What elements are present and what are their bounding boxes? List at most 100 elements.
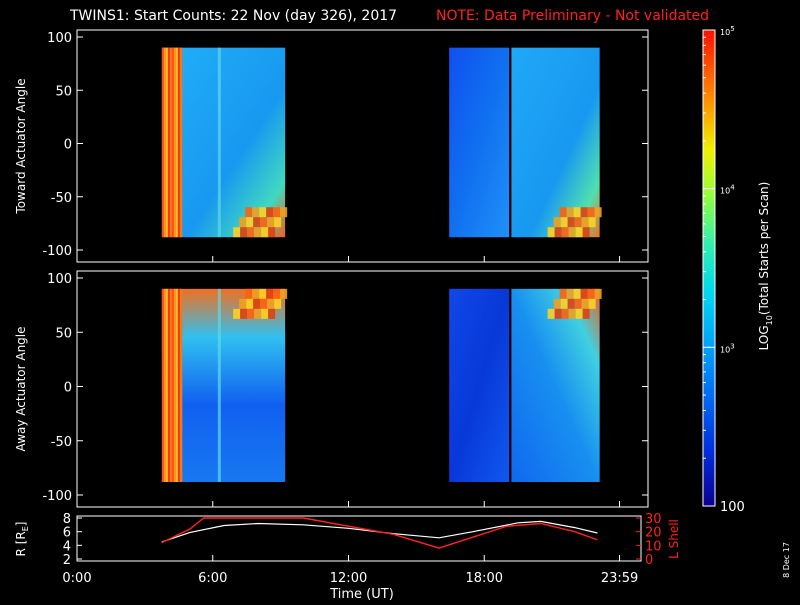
ytick-label: -50 [51, 191, 72, 206]
ytick-label: 100 [47, 272, 72, 287]
heatmap-hot-cell [566, 207, 574, 218]
ytick-label: -100 [42, 489, 72, 504]
heatmap-hot-cell [260, 298, 268, 309]
heatmap-hot-cell [268, 308, 276, 319]
heatmap-hot-cell [280, 207, 288, 218]
heatmap-hot-cell [568, 308, 576, 319]
panel-away-frame [76, 270, 649, 508]
heatmap-hot-cell [587, 288, 595, 299]
orbit-right-tick-label: 20 [645, 526, 662, 541]
colorbar-ticks: 105 104 103 100 [703, 25, 745, 515]
heatmap-hot-cell [547, 227, 555, 238]
heatmap-streak [217, 288, 221, 482]
heatmap-hot-cell [588, 217, 596, 228]
heatmap-hot-cell [580, 207, 588, 218]
heatmap-hot-cell [573, 207, 581, 218]
colorbar-gradient [702, 29, 716, 507]
heatmap-stripe [179, 47, 183, 238]
heatmap-hot-cell [559, 207, 567, 218]
heatmap-hot-cell [554, 227, 562, 238]
heatmap-stripe [173, 288, 177, 482]
heatmap-stripe [163, 288, 167, 482]
ytick-label: 100 [47, 31, 72, 46]
heatmap-stripe [175, 47, 179, 238]
l-shell-line [161, 517, 598, 549]
heatmap-hot-cell [580, 288, 588, 299]
colorbar-label: LOG10(Total Starts per Scan) [757, 182, 774, 351]
ytick-label: 0 [64, 381, 72, 396]
heatmap-hot-cell [274, 217, 282, 228]
ytick-label: 50 [55, 326, 72, 341]
orbit-right-tick-label: 0 [645, 553, 653, 568]
panel-toward-heatmap [161, 47, 602, 238]
heatmap-hot-cell [239, 298, 247, 309]
ytick-label: 50 [55, 84, 72, 99]
heatmap-segment [161, 288, 286, 482]
heatmap-hot-cell [561, 308, 569, 319]
heatmap-stripe [165, 47, 169, 238]
preliminary-note: NOTE: Data Preliminary - Not validated [436, 8, 709, 24]
heatmap-stripe [161, 47, 165, 238]
heatmap-hot-cell [233, 308, 241, 319]
heatmap-hot-cell [247, 308, 255, 319]
orbit-right-label: L Shell [667, 519, 681, 559]
heatmap-hot-cell [266, 207, 274, 218]
heatmap-hot-cell [268, 227, 276, 238]
heatmap-hot-cell [254, 308, 262, 319]
colorbar-tick-label: 103 [720, 342, 735, 354]
heatmap-stripe [167, 47, 171, 238]
panel-toward: Toward Actuator Angle 100 50 0 -50 -100 [14, 29, 649, 263]
heatmap-stripe [177, 288, 181, 482]
panel-toward-ylabel: Toward Actuator Angle [14, 78, 28, 214]
heatmap-hot-cell [560, 298, 568, 309]
heatmap-hot-cell [553, 217, 561, 228]
panel-away-ylabel: Away Actuator Angle [14, 326, 28, 451]
heatmap-stripe [171, 47, 175, 238]
xtick-label: 6:00 [198, 571, 227, 586]
heatmap-stripe [177, 47, 181, 238]
heatmap-hot-cell [274, 298, 282, 309]
xtick-label: 23:59 [601, 571, 638, 586]
heatmap-hot-cell [245, 207, 253, 218]
panel-away: Away Actuator Angle 100 50 0 -50 -100 [14, 270, 649, 508]
heatmap-hot-cell [559, 288, 567, 299]
heatmap-hot-cell [254, 227, 262, 238]
heatmap-hot-cell [582, 227, 590, 238]
heatmap-segment [511, 288, 600, 482]
heatmap-hot-cell [246, 298, 254, 309]
heatmap-hot-cell [266, 288, 274, 299]
heatmap-hot-cell [253, 217, 261, 228]
heatmap-hot-cell [581, 217, 589, 228]
heatmap-stripe [169, 288, 173, 482]
figure-title: TWINS1: Start Counts: 22 Nov (day 326), … [69, 8, 397, 24]
orbit-left-tick-label: 4 [63, 539, 71, 554]
ytick-label: -100 [42, 244, 72, 259]
heatmap-stripe [165, 288, 169, 482]
heatmap-segment [511, 47, 600, 238]
ytick-label: -50 [51, 435, 72, 450]
heatmap-hot-cell [246, 217, 254, 228]
heatmap-hot-cell [240, 227, 248, 238]
panel-toward-frame [76, 29, 649, 263]
x-axis-label: Time (UT) [329, 587, 394, 600]
heatmap-hot-cell [575, 308, 583, 319]
colorbar-tick-label: 104 [720, 184, 735, 196]
heatmap-hot-cell [259, 288, 267, 299]
heatmap-hot-cell [247, 227, 255, 238]
orbit-lines [161, 517, 598, 549]
heatmap-hot-cell [581, 298, 589, 309]
heatmap-segment [449, 47, 510, 238]
heatmap-hot-cell [240, 308, 248, 319]
orbit-right-tick-label: 30 [645, 512, 662, 527]
heatmap-hot-cell [573, 288, 581, 299]
heatmap-stripe [171, 288, 175, 482]
heatmap-hot-cell [547, 308, 555, 319]
heatmap-hot-cell [560, 217, 568, 228]
panel-toward-yticks: 100 50 0 -50 -100 [42, 31, 648, 259]
ytick-label: 0 [64, 138, 72, 153]
heatmap-hot-cell [554, 308, 562, 319]
heatmap-hot-cell [587, 207, 595, 218]
